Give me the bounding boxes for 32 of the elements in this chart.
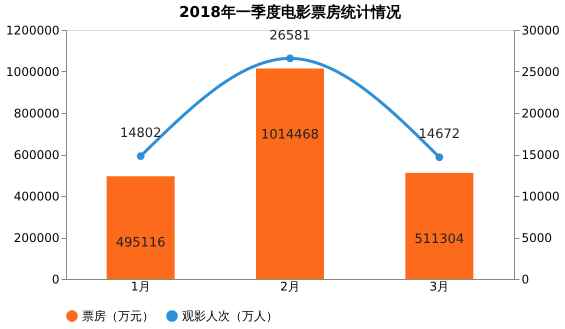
y2-tick-label: 10000 (522, 190, 560, 204)
y-tick-label: 1200000 (6, 24, 60, 38)
x-tick-label: 1月 (130, 280, 150, 294)
legend-label: 观影人次（万人） (182, 309, 278, 323)
x-tick-label: 2月 (280, 280, 300, 294)
point (435, 153, 444, 162)
y-tick-label: 400000 (14, 190, 60, 204)
bar (405, 172, 474, 279)
y2-tick-label: 25000 (522, 65, 560, 79)
bar (106, 176, 175, 279)
y2-tick-label: 5000 (522, 231, 552, 245)
data-label: 14802 (120, 126, 162, 142)
data-label: 1014468 (261, 128, 319, 142)
y-tick-label: 1000000 (6, 65, 60, 79)
data-label: 14672 (418, 127, 460, 142)
data-label: 511304 (414, 232, 464, 247)
point (136, 152, 145, 160)
data-label: 26581 (269, 28, 311, 44)
y2-tick-label: 15000 (522, 148, 560, 162)
bar (256, 68, 324, 279)
y2-tick-label: 30000 (522, 24, 560, 38)
legend-label: 票房（万元） (82, 309, 154, 323)
x-tick-label: 3月 (430, 280, 450, 294)
y2-tick-label: 20000 (522, 106, 560, 120)
point (286, 54, 294, 62)
data-label: 495116 (116, 235, 166, 250)
y-tick-label: 800000 (14, 106, 60, 120)
chart-title: 2018年一季度电影票房统计情况 (179, 3, 402, 21)
y-tick-label: 0 (52, 272, 60, 286)
y-tick-label: 200000 (14, 231, 60, 245)
y-tick-label: 600000 (14, 148, 60, 162)
y2-tick-label: 0 (522, 272, 530, 286)
